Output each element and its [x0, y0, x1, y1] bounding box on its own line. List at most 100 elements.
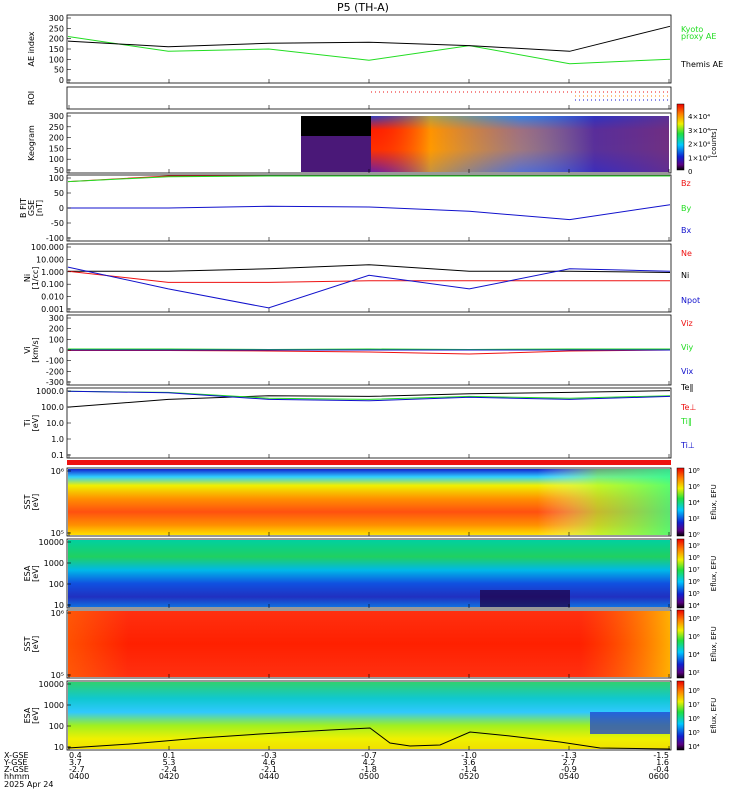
- xtick-z: -1.4: [461, 765, 477, 774]
- keogram-block-main-overlay: [371, 116, 669, 172]
- ytick-sst_e: 10⁶: [51, 467, 64, 476]
- ytick-ni: 0.001: [41, 305, 64, 314]
- xtick-y: 1.6: [656, 758, 669, 767]
- series-ni-ni: [68, 264, 671, 273]
- ytick-vi: 0: [59, 346, 64, 355]
- xtick-x: -0.7: [361, 751, 377, 760]
- legend-vi: Vix: [681, 367, 694, 376]
- xtick-x: -0.3: [261, 751, 277, 760]
- ytick-ae: 0: [59, 76, 64, 85]
- colorbar-tick-esa_i: 10⁶: [688, 715, 700, 723]
- ytick-ti: 10.0: [46, 419, 64, 428]
- ytick-ni: 0.100: [41, 280, 64, 289]
- esa-e-heatmap: [68, 540, 670, 607]
- colorbar-label-esa_i: Eflux, EFU: [710, 698, 718, 733]
- xtick-x: -1.3: [561, 751, 577, 760]
- colorbar-tick-keo: 2×10⁴: [688, 141, 710, 149]
- colorbar-tick-sst_i: 10⁶: [688, 633, 700, 641]
- ytick-keo: 200: [49, 134, 64, 143]
- ytick-ae: 150: [49, 45, 64, 54]
- series-bfit-by: [67, 175, 670, 183]
- xtick-z: -0.4: [653, 765, 669, 774]
- keogram-image: [301, 116, 669, 172]
- ylabel-roi: ROI: [27, 91, 36, 105]
- xaxis-row-label: Z-GSE: [4, 765, 29, 774]
- panel-frame-ni: [66, 243, 672, 313]
- colorbar-tick-sst_i: 10²: [688, 669, 700, 677]
- ylabel-bfit: [nT]: [35, 200, 44, 216]
- ytick-ti: 0.1: [51, 451, 64, 460]
- colorbar-label-sst_e: Eflux, EFU: [710, 484, 718, 519]
- xtick-x: 0.1: [163, 751, 176, 760]
- ytick-bfit: 0: [59, 204, 64, 213]
- ytick-vi: 300: [49, 314, 64, 323]
- ytick-esa_i: 100: [49, 722, 64, 731]
- ytick-ni: 1.000: [41, 268, 64, 277]
- legend-vi: Viy: [681, 343, 694, 352]
- sst-i-heatmap-overlay: [68, 611, 670, 677]
- colorbar-tick-esa_e: 10⁵: [688, 590, 700, 598]
- mode-bar: [67, 460, 671, 465]
- colorbar-tick-sst_e: 10⁰: [688, 531, 700, 539]
- xtick-time: 0540: [559, 772, 579, 781]
- series-ti-te-: [67, 390, 671, 408]
- colorbar-tick-keo: 3×10⁴: [688, 127, 710, 135]
- series-ae-themis-ae: [67, 25, 671, 52]
- xtick-z: -1.8: [361, 765, 377, 774]
- ytick-esa_e: 10000: [39, 538, 64, 547]
- ytick-bfit: 100: [49, 174, 64, 183]
- colorbar-tick-esa_i: 10⁴: [688, 743, 700, 751]
- xaxis-row-label: X-GSE: [4, 751, 29, 760]
- series-vi-viy: [68, 348, 670, 351]
- colorbar-tick-esa_e: 10⁸: [688, 554, 700, 562]
- ytick-bfit: 50: [54, 189, 64, 198]
- ytick-keo: 300: [49, 112, 64, 121]
- legend-ae: Themis AE: [680, 60, 723, 69]
- xtick-y: 2.7: [563, 758, 576, 767]
- series-bfit-bx: [68, 204, 671, 221]
- ytick-ae: 300: [49, 14, 64, 23]
- xtick-time: 0500: [359, 772, 379, 781]
- ytick-ni: 10.000: [36, 255, 64, 264]
- xtick-time: 0440: [259, 772, 279, 781]
- xtick-y: 4.6: [263, 758, 276, 767]
- series-ni-npot: [67, 266, 671, 309]
- xtick-z: -0.9: [561, 765, 577, 774]
- xtick-time: 0600: [649, 772, 669, 781]
- legend-ni: Npot: [681, 296, 700, 305]
- xtick-x: -1.5: [653, 751, 669, 760]
- series-ae-kyoto: [67, 36, 671, 65]
- colorbar-tick-sst_e: 10⁴: [688, 499, 700, 507]
- ylabel-ti: Ti: [23, 420, 32, 428]
- legend-ti: Ti‖: [680, 417, 692, 426]
- ylabel-esa_i: ESA: [23, 707, 32, 723]
- sst-e-heatmap-overlay: [68, 469, 670, 535]
- ytick-esa_i: 10000: [39, 680, 64, 689]
- legend-bfit: Bx: [681, 226, 691, 235]
- colorbar-tick-keo: 0: [688, 168, 692, 176]
- ytick-sst_i: 10⁶: [51, 609, 64, 618]
- roi-lines: [371, 91, 669, 101]
- ylabel-sst_i: [eV]: [31, 636, 40, 653]
- xtick-z: -2.7: [69, 765, 85, 774]
- colorbar-tick-esa_i: 10⁵: [688, 729, 700, 737]
- colorbar-tick-esa_e: 10⁴: [688, 602, 700, 610]
- xtick-time: 0420: [159, 772, 179, 781]
- ylabel-ti: [eV]: [31, 415, 40, 432]
- xtick-y: 4.2: [363, 758, 376, 767]
- ytick-keo: 50: [54, 166, 64, 175]
- ylabel-sst_i: SST: [23, 636, 32, 651]
- colorbar-tick-esa_i: 10⁷: [688, 701, 700, 709]
- ylabel-esa_i: [eV]: [31, 707, 40, 724]
- figure-title: P5 (TH-A): [337, 1, 389, 14]
- ylabel-vi: Vi: [23, 346, 32, 354]
- legend-bfit: By: [681, 204, 691, 213]
- xaxis-row-label: hhmm: [4, 772, 30, 781]
- legend-ni: Ni: [681, 271, 689, 280]
- colorbar-label-sst_i: Eflux, EFU: [710, 626, 718, 661]
- colorbar-tick-sst_e: 10⁸: [688, 467, 700, 475]
- ytick-esa_i: 10: [54, 743, 64, 752]
- ytick-vi: -100: [46, 357, 64, 366]
